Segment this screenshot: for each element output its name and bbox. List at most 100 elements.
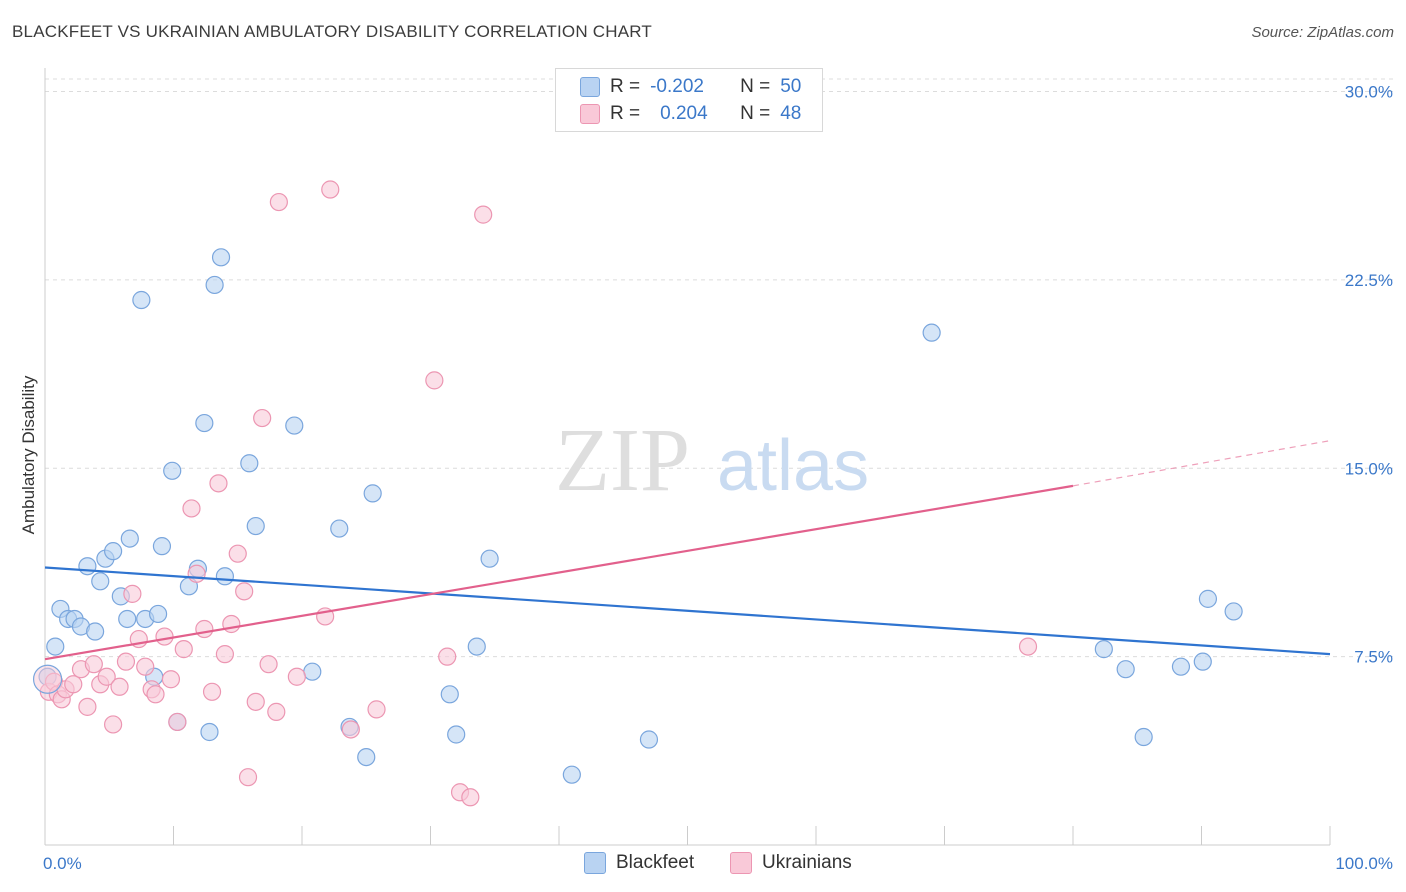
r-value-ukrainians: 0.204 bbox=[660, 103, 708, 124]
ukrainians-point bbox=[116, 652, 136, 671]
blackfeet-point bbox=[1224, 602, 1243, 621]
ukrainians-point bbox=[1018, 637, 1038, 656]
blackfeet-point bbox=[1094, 640, 1113, 659]
ukrainians-point bbox=[461, 788, 480, 807]
ukrainians-point bbox=[187, 564, 206, 583]
grid-layer bbox=[45, 78, 1393, 658]
blackfeet-point bbox=[104, 542, 123, 561]
ukrainians-trend-extension bbox=[1072, 440, 1331, 487]
n-value-blackfeet: 50 bbox=[780, 76, 802, 97]
ukrainians-point bbox=[246, 692, 265, 711]
r-value-blackfeet: -0.202 bbox=[650, 76, 704, 97]
ukrainians-point bbox=[367, 700, 386, 719]
ukrainians-point bbox=[123, 584, 142, 603]
blackfeet-point bbox=[148, 604, 168, 624]
blackfeet-point bbox=[120, 529, 139, 548]
correlation-legend: R = -0.202 N = 50 R = 0.204 N = 48 bbox=[555, 68, 823, 132]
y-axis-label: Ambulatory Disability bbox=[19, 375, 38, 534]
ukrainians-point bbox=[104, 715, 123, 734]
blackfeet-point bbox=[78, 557, 97, 576]
n-value-ukrainians: 48 bbox=[780, 103, 802, 124]
source-label: Source: ZipAtlas.com bbox=[1251, 24, 1394, 41]
trend-layer bbox=[44, 440, 1331, 661]
axes-layer bbox=[44, 68, 1331, 846]
blackfeet-point bbox=[240, 454, 259, 473]
bottom-legend-ukrainians[interactable]: Ukrainians bbox=[730, 852, 852, 874]
blackfeet-point bbox=[330, 519, 349, 538]
ukrainians-point bbox=[425, 371, 444, 390]
blackfeet-point bbox=[205, 275, 224, 295]
blackfeet-point bbox=[200, 722, 219, 742]
blackfeet-point bbox=[922, 323, 941, 342]
n-label: N = bbox=[740, 76, 771, 97]
blackfeet-point bbox=[132, 290, 151, 310]
y-tick-label: 22.5% bbox=[1345, 271, 1393, 290]
ukrainians-point bbox=[168, 712, 187, 732]
ukrainians-legend-swatch bbox=[730, 852, 752, 874]
ukrainians-point bbox=[438, 647, 457, 666]
blackfeet-legend-swatch bbox=[584, 852, 606, 874]
ukrainians-swatch bbox=[580, 104, 600, 124]
ukrainians-point bbox=[174, 640, 193, 659]
blackfeet-point bbox=[447, 725, 466, 744]
ukrainians-point bbox=[84, 655, 103, 674]
ukrainians-point bbox=[259, 655, 278, 674]
blackfeet-point bbox=[639, 730, 659, 749]
ukrainians-point bbox=[321, 180, 340, 199]
ukrainians-point bbox=[136, 657, 155, 676]
ukrainians-point bbox=[267, 702, 286, 721]
watermark-atlas: atlas bbox=[717, 426, 869, 506]
points-layer bbox=[32, 180, 1243, 807]
blackfeet-point bbox=[357, 747, 376, 767]
ukrainians-point bbox=[182, 499, 201, 518]
blackfeet-legend-label: Blackfeet bbox=[616, 852, 695, 873]
blackfeet-point bbox=[467, 637, 486, 656]
blackfeet-point bbox=[1171, 657, 1191, 676]
ukrainians-point bbox=[238, 768, 258, 787]
r-label: R = bbox=[610, 103, 641, 124]
blackfeet-trend-line bbox=[44, 566, 1331, 656]
x-tick-label-max: 100.0% bbox=[1335, 854, 1393, 873]
ukrainians-point bbox=[222, 614, 241, 634]
ukrainians-point bbox=[228, 544, 247, 563]
y-tick-label: 7.5% bbox=[1354, 648, 1393, 667]
blackfeet-point bbox=[163, 461, 182, 480]
ukrainians-point bbox=[253, 408, 272, 428]
y-tick-label: 15.0% bbox=[1345, 459, 1393, 478]
blackfeet-point bbox=[1193, 652, 1212, 671]
r-label: R = bbox=[610, 76, 641, 97]
ukrainians-point bbox=[161, 670, 181, 689]
blackfeet-point bbox=[46, 637, 65, 656]
cluster-point bbox=[32, 664, 63, 694]
blackfeet-point bbox=[118, 609, 137, 629]
ukrainians-point bbox=[209, 474, 228, 493]
ukrainians-point bbox=[64, 675, 83, 694]
ukrainians-point bbox=[78, 697, 97, 716]
watermark-zip: ZIP bbox=[555, 411, 690, 510]
blackfeet-point bbox=[195, 413, 214, 433]
ukrainians-point bbox=[97, 667, 116, 686]
blackfeet-point bbox=[86, 622, 105, 641]
legend-row-blackfeet: R = -0.202 N = 50 bbox=[580, 75, 801, 99]
blackfeet-swatch bbox=[580, 77, 600, 97]
ukrainians-point bbox=[235, 582, 254, 601]
blackfeet-point bbox=[91, 572, 110, 591]
chart-title: BLACKFEET VS UKRAINIAN AMBULATORY DISABI… bbox=[12, 22, 652, 41]
blackfeet-point bbox=[152, 537, 172, 556]
blackfeet-point bbox=[480, 549, 499, 568]
ukrainians-legend-label: Ukrainians bbox=[762, 852, 852, 873]
blackfeet-point bbox=[215, 567, 234, 586]
x-tick-label-min: 0.0% bbox=[43, 854, 82, 873]
blackfeet-point bbox=[303, 662, 322, 681]
blackfeet-point bbox=[246, 516, 265, 536]
blackfeet-point bbox=[562, 765, 581, 784]
blackfeet-point bbox=[363, 484, 382, 503]
blackfeet-point bbox=[440, 685, 459, 704]
bottom-legend-blackfeet[interactable]: Blackfeet bbox=[584, 852, 694, 874]
ukrainians-point bbox=[155, 627, 174, 646]
ukrainians-point bbox=[146, 685, 165, 704]
legend-row-ukrainians: R = 0.204 N = 48 bbox=[580, 102, 801, 126]
ukrainians-point bbox=[287, 667, 306, 686]
n-label: N = bbox=[740, 103, 771, 124]
